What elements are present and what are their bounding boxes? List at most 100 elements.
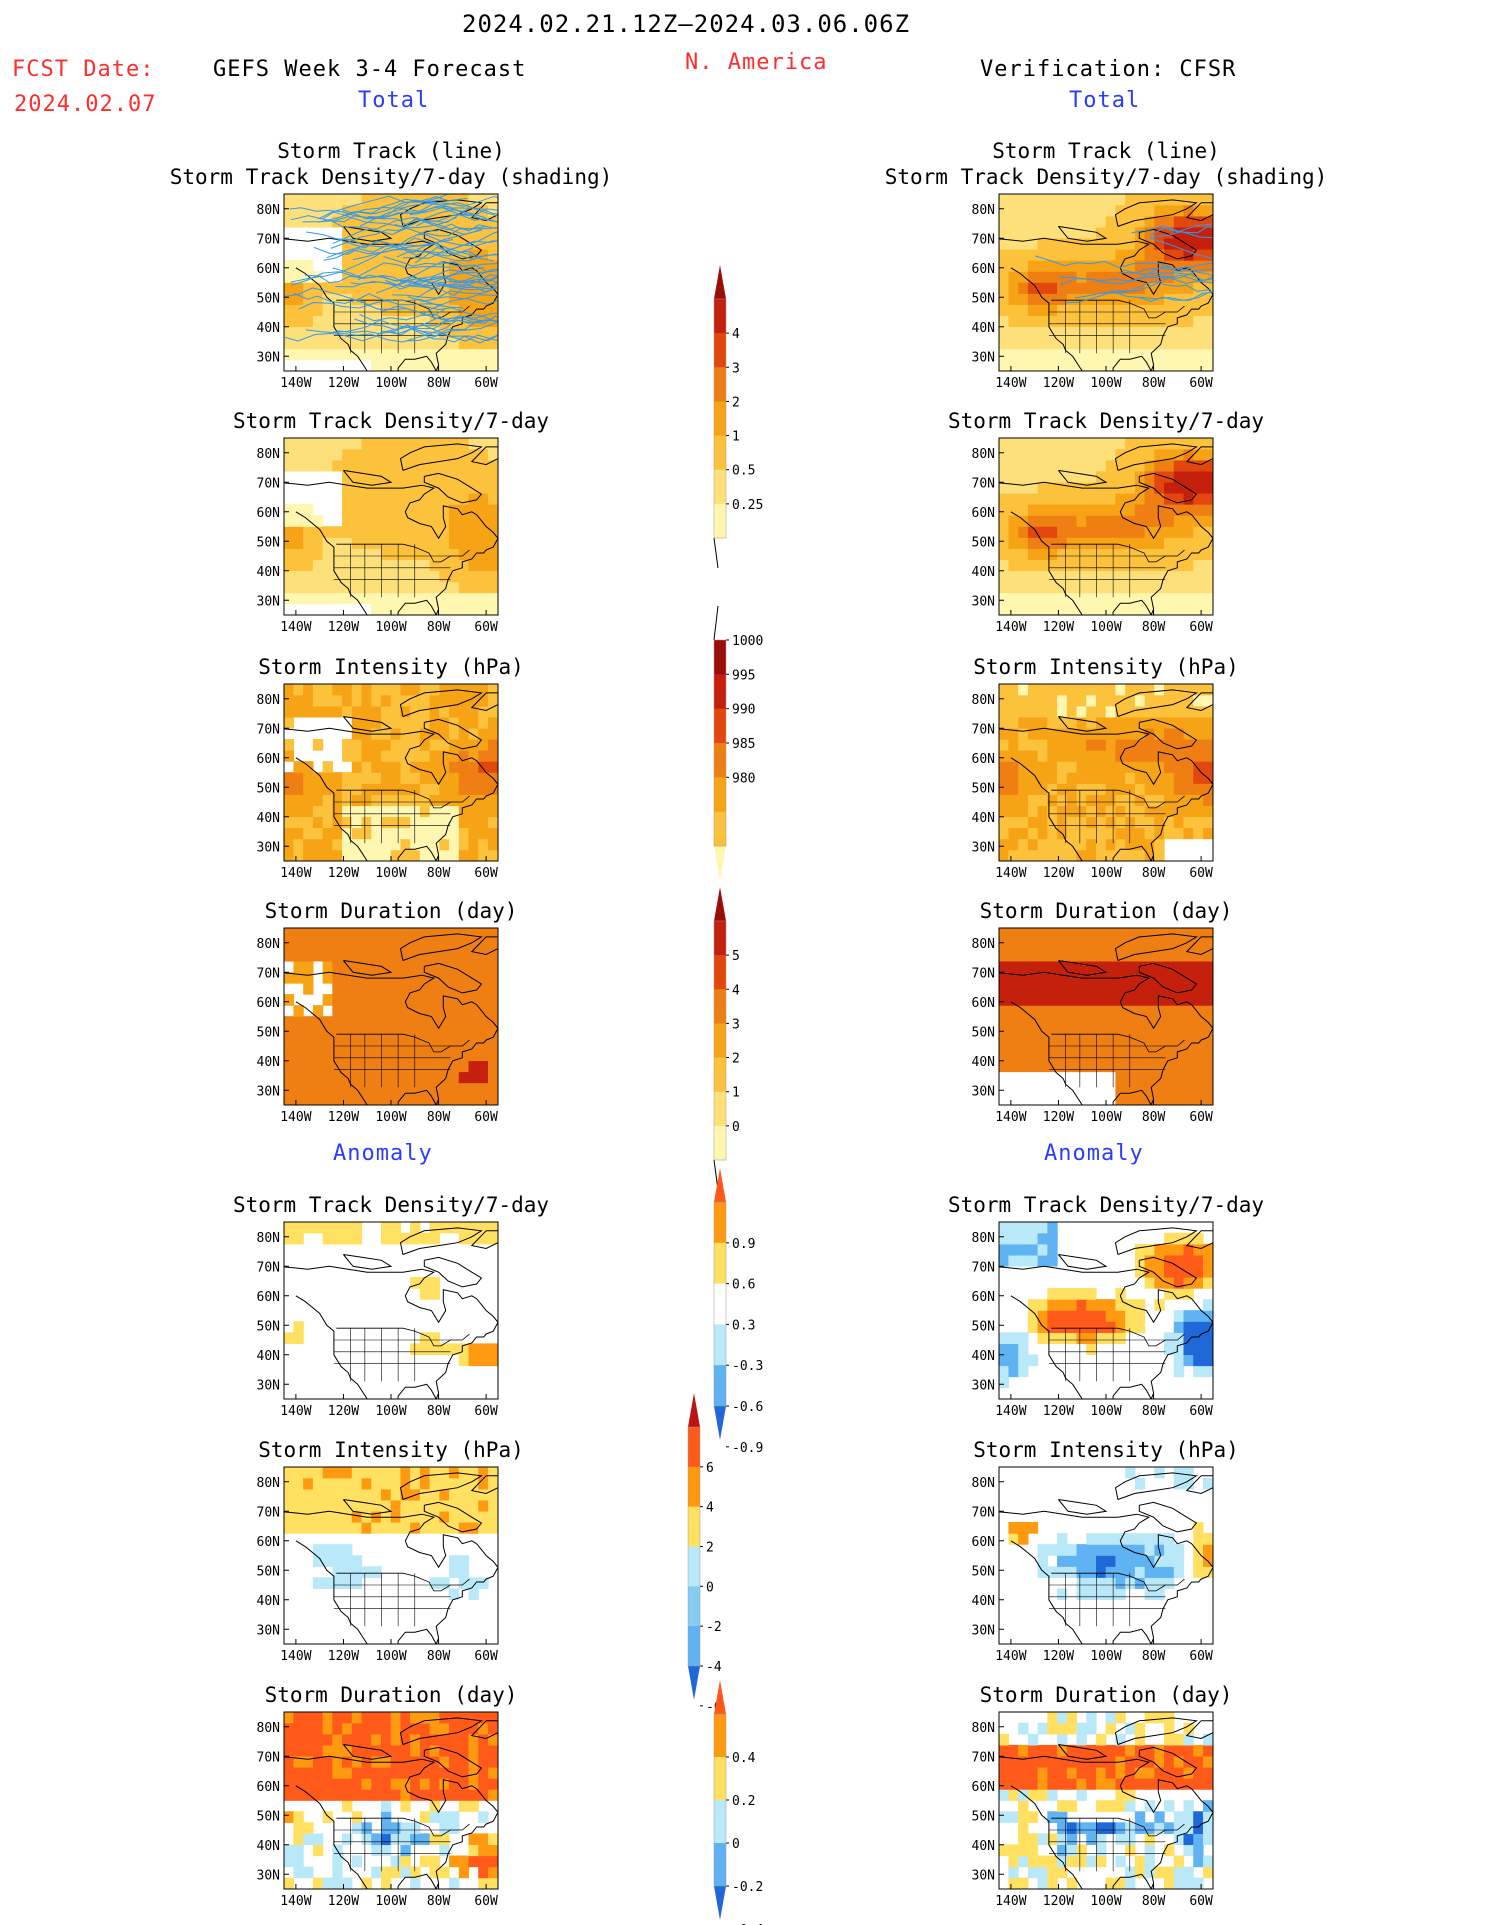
grid-cell (322, 194, 333, 206)
grid-cell (429, 1027, 440, 1039)
grid-cell (439, 493, 450, 505)
grid-cell (478, 1577, 489, 1589)
grid-cell (1202, 304, 1213, 316)
grid-cell (322, 1488, 333, 1501)
grid-cell (312, 581, 324, 594)
grid-cell (1173, 1027, 1185, 1039)
grid-cell (1037, 304, 1048, 316)
grid-cell (1095, 326, 1107, 339)
grid-cell (371, 1016, 382, 1028)
grid-cell (400, 282, 411, 294)
grid-cell (1154, 526, 1165, 538)
grid-cell (1193, 727, 1204, 740)
grid-cell (322, 971, 333, 984)
grid-cell (1057, 526, 1068, 538)
grid-cell (1115, 282, 1126, 294)
grid-cell (449, 448, 460, 461)
grid-cell (380, 1027, 392, 1039)
x-tick-label: 80W (1142, 376, 1166, 391)
grid-cell (1086, 772, 1097, 784)
grid-cell (1027, 928, 1039, 940)
grid-cell (1105, 1544, 1117, 1556)
grid-cell (293, 1049, 304, 1062)
grid-cell (1134, 772, 1146, 784)
grid-cell (1057, 326, 1068, 339)
grid-cell (371, 805, 382, 818)
grid-cell (1115, 204, 1126, 217)
grid-cell (1027, 960, 1039, 973)
grid-cell (1057, 359, 1068, 371)
grid-cell (312, 1722, 324, 1735)
grid-cell (1027, 537, 1039, 549)
grid-cell (1173, 481, 1185, 494)
grid-cell (1037, 960, 1048, 973)
grid-cell (1095, 1833, 1107, 1846)
grid-cell (1027, 739, 1039, 751)
grid-cell (1164, 1778, 1175, 1790)
grid-cell (1202, 215, 1213, 228)
grid-cell (1105, 559, 1117, 572)
grid-cell (361, 1566, 372, 1578)
grid-cell (1193, 684, 1204, 696)
grid-cell (1027, 226, 1039, 239)
grid-cell (439, 592, 450, 605)
grid-cell (322, 1071, 333, 1084)
grid-cell (1154, 249, 1165, 261)
grid-cell (1008, 1016, 1019, 1028)
grid-cell (371, 459, 382, 472)
grid-cell (390, 348, 402, 361)
grid-cell (1086, 794, 1097, 806)
grid-cell (1076, 592, 1087, 605)
grid-cell (429, 1833, 440, 1846)
grid-cell (1202, 1332, 1213, 1344)
grid-cell (1183, 705, 1194, 718)
grid-cell (487, 805, 498, 818)
grid-cell (487, 493, 498, 505)
grid-cell (1037, 838, 1048, 851)
grid-cell (478, 1855, 489, 1868)
grid-cell (332, 772, 343, 784)
panel-field (999, 928, 1213, 1105)
grid-cell (342, 838, 353, 851)
grid-cell (1115, 739, 1126, 751)
grid-cell (1076, 493, 1087, 505)
grid-cell (1027, 315, 1039, 328)
grid-cell (361, 1027, 372, 1039)
grid-cell (1173, 470, 1185, 483)
grid-cell (1144, 592, 1155, 605)
grid-cell (478, 1767, 489, 1779)
grid-cell (342, 204, 353, 217)
colorbar-hook (713, 605, 719, 641)
panel-fc_track: Storm Track (line)Storm Track Density/7-… (170, 139, 613, 391)
grid-cell (1183, 794, 1194, 806)
grid-cell (342, 515, 353, 527)
grid-cell (1125, 1082, 1136, 1095)
grid-cell (458, 1722, 470, 1735)
grid-cell (429, 928, 440, 940)
grid-cell (1115, 1744, 1126, 1757)
grid-cell (999, 215, 1010, 228)
grid-cell (1018, 570, 1029, 583)
grid-cell (468, 515, 479, 527)
grid-cell (351, 727, 363, 740)
grid-cell (1076, 282, 1087, 294)
grid-cell (410, 1038, 421, 1050)
grid-cell (361, 1722, 372, 1735)
grid-cell (1047, 237, 1058, 250)
grid-cell (478, 1049, 489, 1062)
grid-cell (1183, 938, 1194, 951)
grid-cell (1134, 1299, 1146, 1311)
grid-cell (419, 459, 431, 472)
island-outline (343, 716, 393, 732)
grid-cell (999, 1365, 1010, 1378)
grid-cell (419, 570, 431, 583)
grid-cell (429, 983, 440, 995)
grid-cell (468, 794, 479, 806)
grid-cell (429, 304, 440, 316)
grid-cell (1066, 1566, 1078, 1578)
grid-cell (487, 1712, 498, 1724)
grid-cell (303, 983, 314, 995)
grid-cell (999, 994, 1010, 1006)
grid-cell (478, 1510, 489, 1523)
grid-cell (1086, 1343, 1097, 1356)
